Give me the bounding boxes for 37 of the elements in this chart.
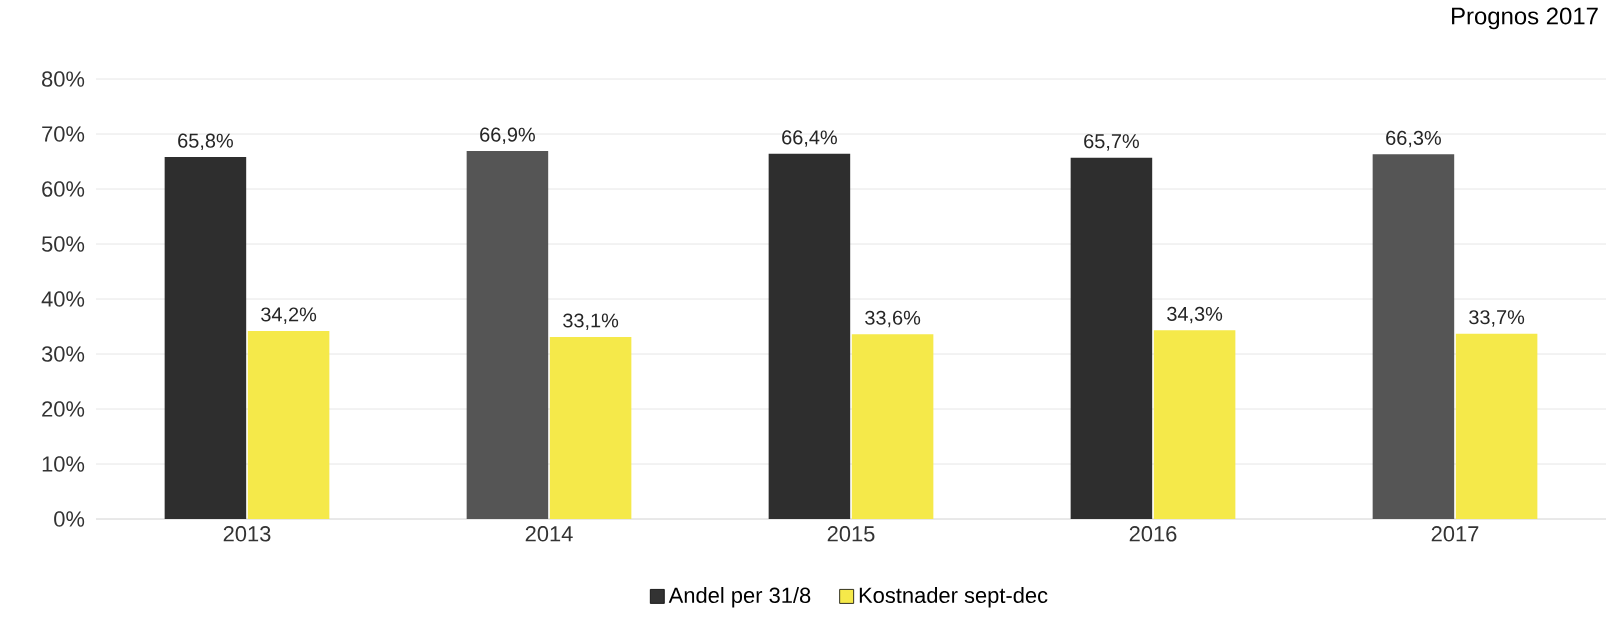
data-label: 33,7% [1469, 310, 1525, 327]
chart-title: Prognos 2017 [1452, 7, 1598, 30]
data-label: 33,6% [865, 310, 921, 328]
bar [1455, 333, 1538, 519]
y-tick-label: 60% [42, 181, 85, 197]
data-label: 33,1% [563, 313, 619, 330]
bar [851, 334, 934, 519]
x-tick-label: 2017 [1431, 526, 1479, 542]
bar [549, 336, 632, 519]
data-label: 34,3% [1167, 306, 1223, 324]
y-tick-label: 40% [41, 291, 85, 307]
data-label: 66,4% [782, 130, 837, 147]
x-tick-label: 2016 [1129, 526, 1177, 542]
x-tick-label: 2013 [223, 526, 271, 542]
bar [1153, 330, 1236, 519]
bar [1372, 154, 1455, 519]
y-tick-label: 0% [54, 511, 85, 527]
legend-label: Kostnader sept-dec [859, 586, 1048, 608]
bar [768, 153, 851, 519]
legend-label: Andel per 31/8 [668, 586, 811, 608]
x-tick-label: 2015 [827, 526, 875, 542]
bar [1070, 157, 1153, 519]
data-label: 34,2% [261, 307, 317, 324]
y-tick-label: 30% [41, 346, 85, 362]
y-tick-label: 80% [42, 71, 85, 87]
bar [247, 330, 330, 519]
data-label: 65,7% [1084, 134, 1139, 151]
y-tick-label: 20% [42, 401, 85, 417]
bar [466, 151, 549, 519]
data-label: 65,8% [178, 133, 233, 151]
y-tick-label: 50% [41, 236, 85, 252]
y-tick-label: 10% [42, 456, 85, 472]
y-tick-label: 70% [42, 126, 85, 142]
bar [164, 157, 247, 519]
x-tick-label: 2014 [525, 526, 573, 542]
data-label: 66,9% [480, 127, 535, 145]
data-label: 66,3% [1386, 130, 1441, 148]
